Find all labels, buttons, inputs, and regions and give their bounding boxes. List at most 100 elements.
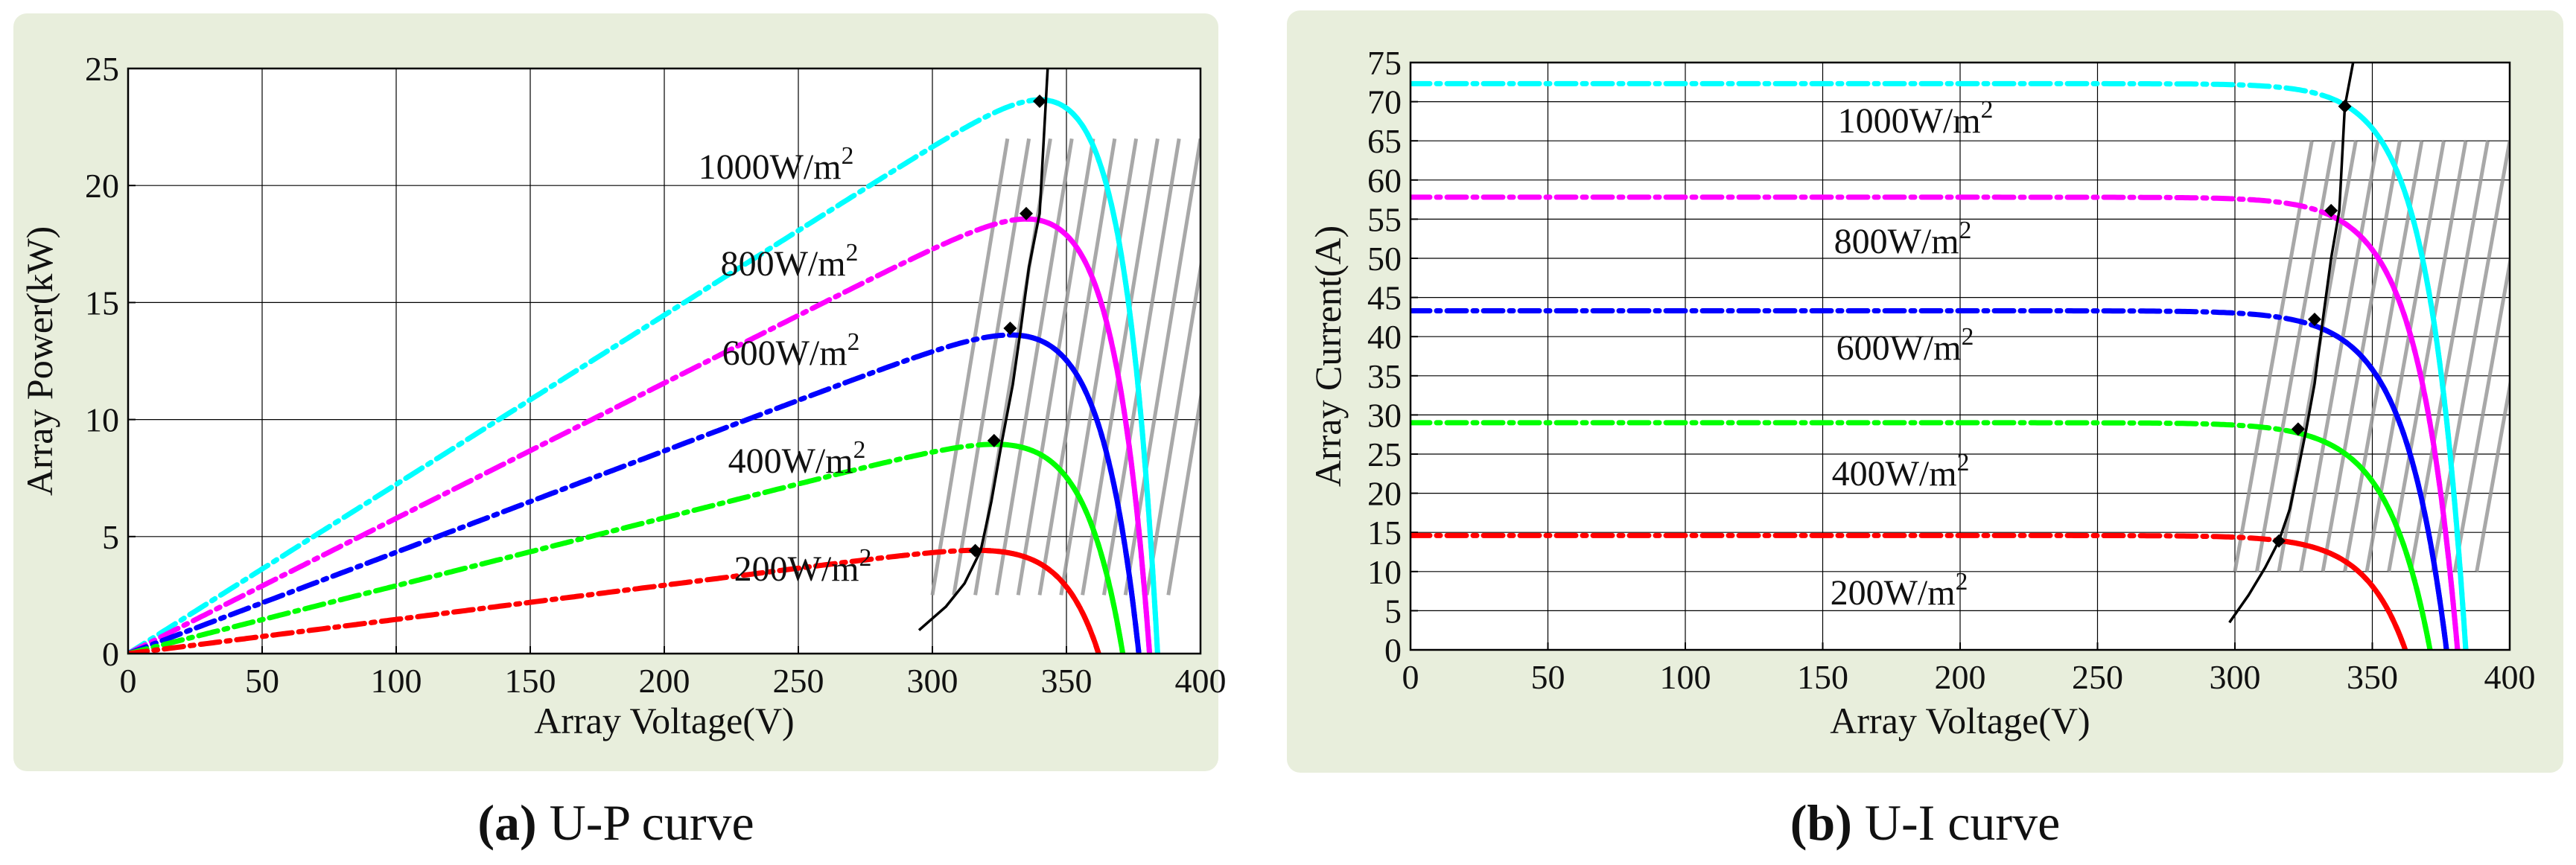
- y-tick-label: 40: [1367, 318, 1402, 356]
- hatch-line: [2387, 140, 2468, 572]
- caption-text: U-I curve: [1864, 794, 2061, 851]
- y-tick-label: 20: [85, 167, 119, 205]
- series-label: 1000W/m2: [699, 142, 854, 187]
- series-label-main: 400W/m: [728, 441, 853, 481]
- x-tick-label: 100: [1660, 658, 1711, 696]
- x-tick-label: 400: [2484, 658, 2536, 696]
- series-label: 400W/m2: [728, 436, 866, 481]
- x-tick-label: 350: [2347, 658, 2398, 696]
- hatch-region: [930, 138, 1200, 596]
- series-label-sup: 2: [859, 544, 872, 572]
- hatch-line: [1166, 388, 1200, 596]
- series-label-sup: 2: [1957, 449, 1970, 476]
- series-line: [128, 216, 1153, 654]
- y-tick-label: 45: [1367, 279, 1402, 317]
- series-line-knee: [2343, 102, 2469, 650]
- mpp-marker: [968, 543, 982, 558]
- series-label-sup: 2: [847, 328, 860, 356]
- mpp-marker: [2308, 313, 2322, 327]
- hatch-line: [1037, 138, 1117, 596]
- series-label-main: 600W/m: [722, 333, 847, 373]
- hatch-line: [2299, 140, 2380, 572]
- series-line: [1411, 532, 2408, 650]
- x-tick-label: 250: [2072, 658, 2123, 696]
- series-label: 600W/m2: [1836, 323, 1974, 368]
- y-tick-label: 5: [102, 518, 119, 556]
- series-line: [1411, 80, 2469, 650]
- series-label-sup: 2: [1981, 96, 1994, 124]
- y-tick-label: 55: [1367, 200, 1402, 238]
- y-tick-label: 0: [1384, 631, 1402, 669]
- x-tick-label: 200: [639, 662, 690, 700]
- x-tick-label: 300: [2210, 658, 2261, 696]
- caption-text: U-P curve: [549, 794, 754, 851]
- y-tick-label: 60: [1367, 162, 1402, 200]
- series-line-knee: [1026, 216, 1153, 654]
- series-label-main: 200W/m: [734, 549, 859, 589]
- y-axis-label: Array Power(kW): [19, 226, 60, 496]
- x-tick-label: 300: [907, 662, 958, 700]
- hatch-line: [2233, 140, 2314, 572]
- y-tick-label: 75: [1367, 44, 1402, 82]
- series-line-knee: [1040, 97, 1160, 654]
- x-tick-label: 150: [1797, 658, 1848, 696]
- y-tick-label: 70: [1367, 83, 1402, 121]
- hatch-line: [2364, 140, 2446, 572]
- hatch-line: [2475, 376, 2510, 572]
- grid: [1410, 62, 2510, 651]
- series-label: 1000W/m2: [1838, 96, 1994, 141]
- series-line: [1411, 420, 2433, 650]
- y-tick-label: 15: [85, 284, 119, 322]
- x-axis-label: Array Voltage(V): [1830, 700, 2090, 741]
- mpp-marker: [1003, 321, 1017, 335]
- series-label: 400W/m2: [1832, 449, 1970, 494]
- y-tick-label: 20: [1367, 475, 1402, 513]
- hatch-line: [1081, 138, 1160, 596]
- series-label-main: 400W/m: [1832, 454, 1957, 494]
- axes-frame: [127, 67, 1202, 655]
- series-label-main: 600W/m: [1836, 328, 1962, 368]
- x-tick-label: 400: [1175, 662, 1227, 700]
- y-tick-label: 50: [1367, 240, 1402, 278]
- mpp-marker: [2291, 422, 2305, 436]
- series-label: 200W/m2: [1831, 568, 1968, 613]
- y-tick-label: 30: [1367, 396, 1402, 434]
- hatch-line: [1016, 138, 1095, 596]
- series-line-knee: [2297, 430, 2433, 650]
- mpp-marker: [987, 433, 1001, 447]
- series-line-knee: [1010, 332, 1142, 654]
- series-label-main: 1000W/m: [1838, 101, 1981, 141]
- series-label: 800W/m2: [721, 239, 859, 284]
- series-label-main: 200W/m: [1831, 573, 1956, 613]
- series-line: [1411, 308, 2449, 650]
- mpp-marker: [1033, 95, 1046, 109]
- mpp-marker: [1020, 206, 1033, 220]
- series-label: 200W/m2: [734, 544, 872, 589]
- hatch-line: [2452, 253, 2510, 572]
- series-label-main: 1000W/m: [699, 147, 842, 187]
- series-label: 800W/m2: [1834, 217, 1972, 261]
- y-axis-label: Array Current(A): [1307, 226, 1349, 487]
- series-line-knee: [993, 441, 1126, 654]
- mpp-trajectory: [2228, 63, 2355, 624]
- x-tick-label: 150: [505, 662, 556, 700]
- hatch-line: [2431, 140, 2510, 572]
- mpp-marker: [2272, 534, 2286, 548]
- caption-ui-curve: (b) U-I curve: [1287, 789, 2563, 856]
- series-line-knee: [2313, 323, 2449, 650]
- series-label-sup: 2: [1956, 568, 1968, 596]
- series-label-main: 800W/m: [1834, 222, 1959, 261]
- x-tick-label: 50: [245, 662, 279, 700]
- series-line: [128, 332, 1142, 654]
- mpp-trajectory: [917, 68, 1049, 631]
- hatch-line: [930, 138, 1010, 596]
- series-label-sup: 2: [853, 436, 866, 464]
- hatch-line: [1059, 138, 1139, 596]
- mpp-marker: [2338, 99, 2352, 113]
- mpp-marker: [2324, 203, 2338, 217]
- series-line: [128, 97, 1160, 654]
- y-tick-label: 65: [1367, 122, 1402, 160]
- hatch-line: [1101, 138, 1181, 596]
- x-tick-label: 250: [773, 662, 824, 700]
